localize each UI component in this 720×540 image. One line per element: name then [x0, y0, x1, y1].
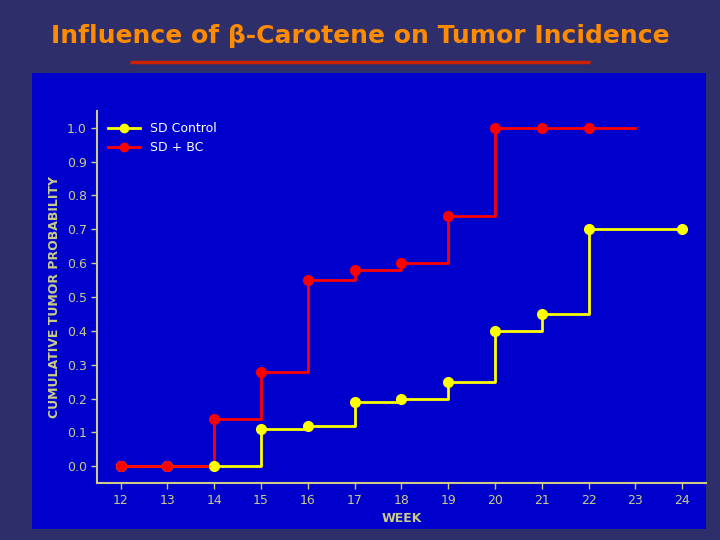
Text: Influence of β-Carotene on Tumor Incidence: Influence of β-Carotene on Tumor Inciden… — [50, 24, 670, 48]
Legend: SD Control, SD + BC: SD Control, SD + BC — [104, 117, 222, 159]
Y-axis label: CUMULATIVE TUMOR PROBABILITY: CUMULATIVE TUMOR PROBABILITY — [48, 176, 61, 418]
X-axis label: WEEK: WEEK — [381, 512, 422, 525]
